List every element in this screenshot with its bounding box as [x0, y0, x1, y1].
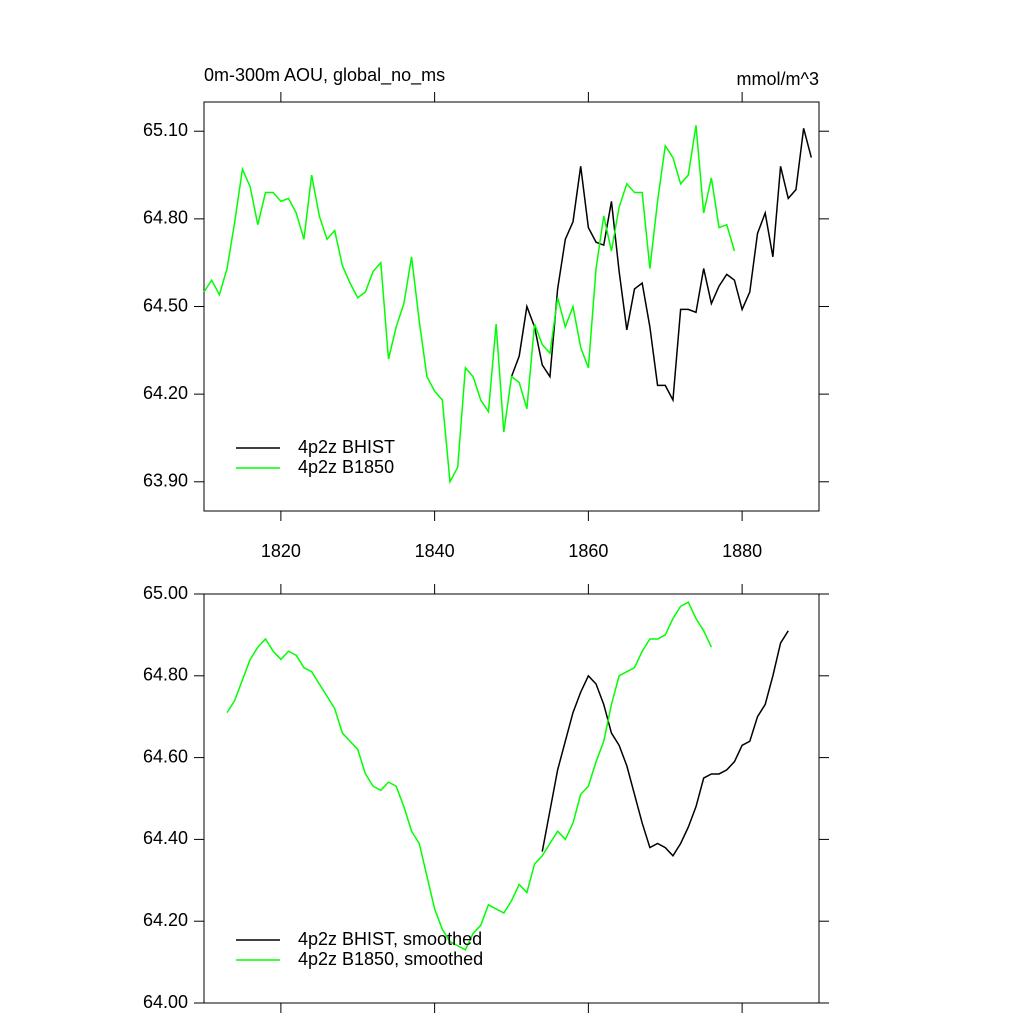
series-line [203, 125, 736, 485]
plot-frame [203, 101, 820, 512]
chart-title: 0m-300m AOU, global_no_ms [204, 65, 445, 86]
x-tick-label: 1880 [722, 541, 762, 561]
series-line [541, 630, 789, 857]
legend-label: 4p2z B1850, smoothed [298, 949, 483, 969]
y-tick-label: 65.00 [143, 583, 188, 603]
x-tick-label: 1840 [415, 541, 455, 561]
series-line [510, 128, 813, 403]
legend-label: 4p2z BHIST, smoothed [298, 929, 482, 949]
series-line [226, 601, 713, 951]
y-tick-label: 64.00 [143, 992, 188, 1012]
x-tick-label: 1860 [568, 541, 608, 561]
y-tick-label: 64.40 [143, 828, 188, 848]
y-tick-label: 64.80 [143, 665, 188, 685]
plot-frame [203, 593, 820, 1004]
y-tick-label: 64.60 [143, 746, 188, 766]
legend-label: 4p2z BHIST [298, 437, 395, 457]
y-tick-label: 64.20 [143, 910, 188, 930]
units-label: mmol/m^3 [737, 69, 819, 89]
y-tick-label: 65.10 [143, 120, 188, 140]
x-tick-label: 1820 [261, 541, 301, 561]
y-tick-label: 64.80 [143, 208, 188, 228]
y-tick-label: 63.90 [143, 471, 188, 491]
legend-label: 4p2z B1850 [298, 457, 394, 477]
y-tick-label: 64.50 [143, 295, 188, 315]
y-tick-label: 64.20 [143, 383, 188, 403]
